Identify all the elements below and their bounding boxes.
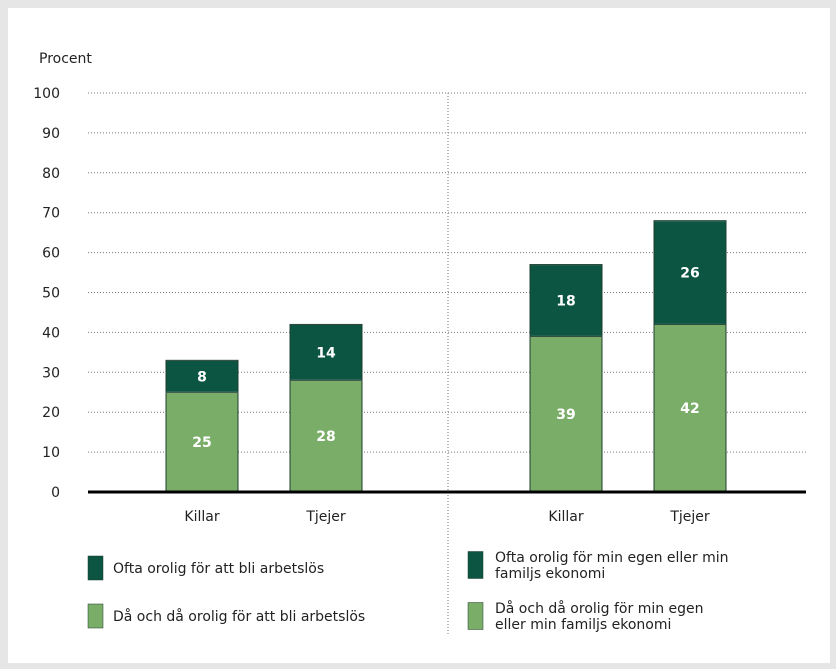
bar-value-label: 26 [680,266,699,282]
x-tick-label: Tjejer [669,509,710,525]
bar-segment-outline [529,264,603,337]
y-tick-label: 20 [42,405,60,421]
x-tick-label: Tjejer [305,509,346,525]
y-tick-label: 100 [33,86,60,102]
y-axis-title: Procent [39,51,92,67]
bar-value-label: 28 [316,429,335,445]
y-tick-label: 70 [42,206,60,222]
bar-segment-outline [289,323,363,381]
legend-swatch [467,602,484,630]
legend-label: Då och då orolig för min egen [495,600,704,617]
bar-segment [653,220,727,325]
bar-value-label: 25 [192,435,211,451]
bar-segment [529,335,603,493]
legend-label: Då och då orolig för att bli arbetslös [113,608,365,625]
y-tick-label: 60 [42,246,60,262]
bar-value-label: 14 [316,345,336,361]
x-tick-label: Killar [548,509,583,525]
stacked-bar-chart: Procent 0 10 20 30 40 50 60 70 80 90 100 25 8 Killar 28… [33,51,806,636]
y-tick-label: 80 [42,166,60,182]
legend-label: familjs ekonomi [495,566,605,582]
bar-segment [289,379,363,493]
bar-value-label: 42 [680,401,699,417]
legend-swatch [87,555,104,581]
y-tick-label: 30 [42,365,60,381]
x-tick-label: Killar [184,509,219,525]
legend-label: eller min familjs ekonomi [495,617,671,633]
y-tick-label: 10 [42,445,60,461]
legend-swatch [467,551,484,579]
bar-value-label: 39 [556,407,575,423]
legend-label: Ofta orolig för min egen eller min [495,550,729,566]
legend-swatch [87,603,104,629]
bar-segment [529,264,603,337]
bar-value-label: 8 [197,369,207,385]
bar-segment-outline [165,359,239,393]
y-tick-label: 0 [51,485,60,501]
bar-segment-outline [653,220,727,325]
y-tick-label: 50 [42,286,60,302]
y-tick-label: 40 [42,325,60,341]
bar-value-label: 18 [556,293,575,309]
y-tick-label: 90 [42,126,60,142]
chart-card: Procent 0 10 20 30 40 50 60 70 80 90 100 25 8 Killar 28… [8,8,830,663]
legend-label: Ofta orolig för att bli arbetslös [113,561,324,577]
